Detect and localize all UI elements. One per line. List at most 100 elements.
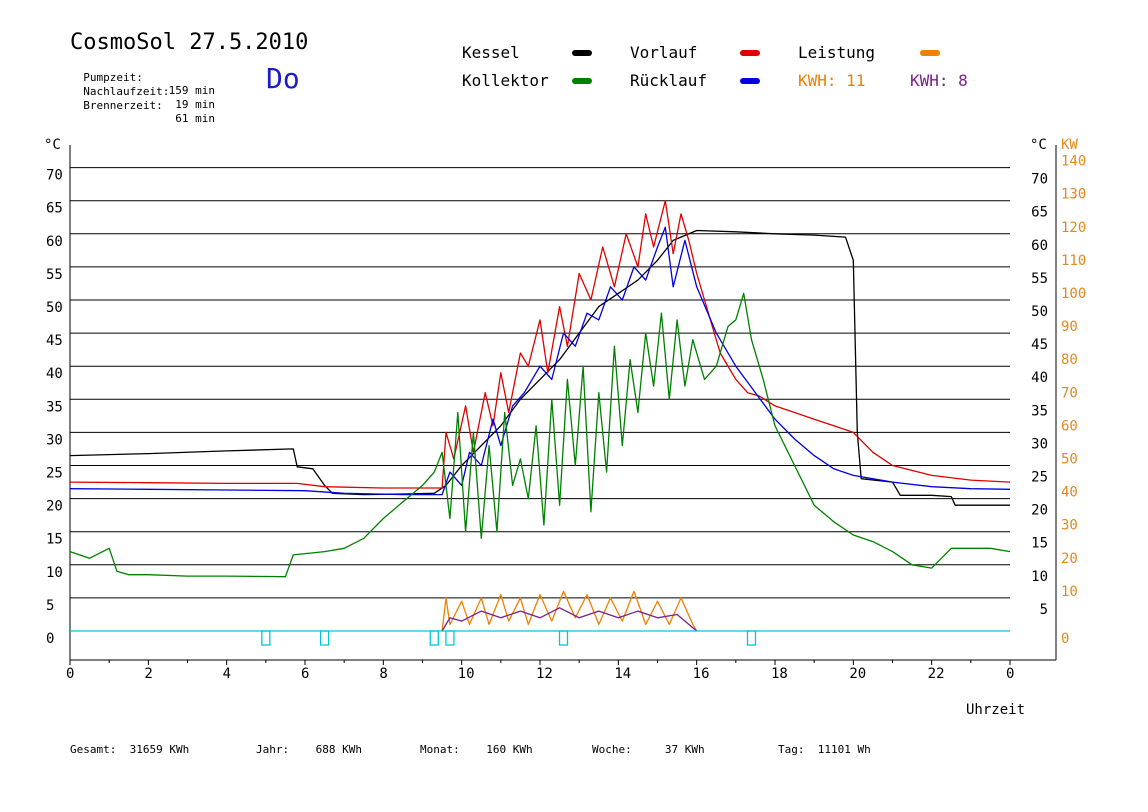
- kw-tick-label: 30: [1061, 518, 1078, 534]
- kw-tick-label: 120: [1061, 220, 1086, 236]
- kw-tick-label: 70: [1061, 385, 1078, 401]
- y-tick-label-left: 0: [46, 631, 54, 647]
- x-tick-label: 16: [693, 666, 710, 682]
- x-tick-label: 8: [379, 666, 387, 682]
- stat-nachlaufzeit: Nachlaufzeit: 19 min: [70, 72, 215, 111]
- kw-tick-label: 80: [1061, 352, 1078, 368]
- kw-tick-label: 40: [1061, 485, 1078, 501]
- stat-label: Pumpzeit:: [83, 71, 143, 84]
- x-tick-label: 10: [458, 666, 475, 682]
- x-tick-label: 20: [849, 666, 866, 682]
- pump-marker: [319, 630, 330, 646]
- kw-axis-unit: KW: [1061, 137, 1078, 153]
- y-tick-label-right: 10: [1031, 569, 1048, 585]
- stat-value: 61 min: [175, 112, 215, 125]
- x-tick-label: 22: [928, 666, 945, 682]
- y-tick-label-right: 40: [1031, 370, 1048, 386]
- kw-tick-label: 140: [1061, 154, 1086, 170]
- x-tick-label: 2: [144, 666, 152, 682]
- legend-kessel: Kessel: [462, 43, 520, 62]
- legend-vorlauf-swatch: [740, 50, 760, 56]
- x-tick-label: 6: [301, 666, 309, 682]
- y-tick-label-left: 5: [46, 598, 54, 614]
- series-line-vorlauf: [69, 200, 1011, 489]
- pump-marker: [558, 630, 569, 646]
- weekday-label: Do: [266, 62, 300, 95]
- y-tick-label-right: 55: [1031, 271, 1048, 287]
- y-tick-label-right: 5: [1040, 602, 1048, 618]
- series-line-rücklauf: [69, 226, 1011, 496]
- pump-marker: [429, 630, 439, 646]
- x-tick-label: 0: [1006, 666, 1014, 682]
- legend-ruecklauf: Rücklauf: [630, 71, 708, 90]
- y-tick-label-left: 30: [46, 432, 63, 448]
- y-tick-label-right: 35: [1031, 403, 1048, 419]
- y-tick-label-right: 15: [1031, 536, 1048, 552]
- kw-tick-label: 0: [1061, 631, 1069, 647]
- series-line-leistung2: [441, 607, 698, 632]
- pump-marker: [261, 630, 271, 646]
- series-line-kessel: [69, 229, 1010, 506]
- stat-value: 159 min: [168, 84, 215, 97]
- legend-kollektor-swatch: [572, 78, 592, 84]
- total-woche: Woche: 37 KWh: [592, 743, 705, 756]
- legend-kwh-second: KWH: 8: [910, 71, 968, 90]
- series-line-leistung: [441, 590, 698, 632]
- total-monat: Monat: 160 KWh: [420, 743, 533, 756]
- y-tick-label-left: 35: [46, 399, 63, 415]
- kw-tick-label: 110: [1061, 253, 1086, 269]
- y-axis-unit-left: °C: [44, 137, 61, 153]
- y-tick-label-left: 25: [46, 466, 63, 482]
- x-tick-label: 12: [536, 666, 553, 682]
- y-tick-label-right: 60: [1031, 238, 1048, 254]
- y-tick-label-right: 65: [1031, 205, 1048, 221]
- legend-kwh-total: KWH: 11: [798, 71, 866, 90]
- y-axis-unit-right: °C: [1030, 137, 1047, 153]
- y-tick-label-left: 70: [46, 168, 63, 184]
- kw-tick-label: 20: [1061, 551, 1078, 567]
- y-tick-label-right: 25: [1031, 470, 1048, 486]
- legend-leistung: Leistung: [798, 43, 876, 62]
- kw-tick-label: 100: [1061, 286, 1086, 302]
- y-tick-label-left: 15: [46, 532, 63, 548]
- x-axis-label: Uhrzeit: [966, 702, 1025, 718]
- y-tick-label-right: 30: [1031, 436, 1048, 452]
- y-tick-label-right: 20: [1031, 503, 1048, 519]
- total-tag: Tag: 11101 Wh: [778, 743, 871, 756]
- series-line-kollektor: [69, 292, 1011, 578]
- legend-kollektor: Kollektor: [462, 71, 549, 90]
- stat-brennerzeit: Brennerzeit: 61 min: [70, 86, 215, 125]
- y-tick-label-left: 20: [46, 499, 63, 515]
- y-tick-label-left: 40: [46, 366, 63, 382]
- kw-tick-label: 90: [1061, 319, 1078, 335]
- kw-tick-label: 10: [1061, 584, 1078, 600]
- x-tick-label: 14: [614, 666, 631, 682]
- kw-tick-label: 130: [1061, 187, 1086, 203]
- y-tick-label-right: 50: [1031, 304, 1048, 320]
- kw-tick-label: 50: [1061, 452, 1078, 468]
- y-tick-label-right: 45: [1031, 337, 1048, 353]
- legend-vorlauf: Vorlauf: [630, 43, 698, 62]
- pump-marker: [445, 630, 455, 646]
- y-tick-label-left: 55: [46, 267, 63, 283]
- total-jahr: Jahr: 688 KWh: [256, 743, 362, 756]
- y-tick-label-left: 50: [46, 300, 63, 316]
- stat-label: Brennerzeit:: [83, 99, 163, 112]
- legend-ruecklauf-swatch: [740, 78, 760, 84]
- kw-tick-label: 60: [1061, 418, 1078, 434]
- y-tick-label-right: 70: [1031, 172, 1048, 188]
- pump-marker: [746, 630, 757, 646]
- x-tick-label: 0: [66, 666, 74, 682]
- stat-label: Nachlaufzeit:: [83, 85, 170, 98]
- stat-pumpzeit: Pumpzeit: 159 min: [70, 58, 215, 97]
- total-gesamt: Gesamt: 31659 KWh: [70, 743, 190, 756]
- y-tick-label-left: 60: [46, 234, 63, 250]
- legend-kessel-swatch: [572, 50, 592, 56]
- x-tick-label: 4: [223, 666, 231, 682]
- x-tick-label: 18: [771, 666, 788, 682]
- stat-value: 19 min: [175, 98, 215, 111]
- y-tick-label-left: 10: [46, 565, 63, 581]
- y-tick-label-left: 45: [46, 333, 63, 349]
- legend-leistung-swatch: [920, 50, 940, 56]
